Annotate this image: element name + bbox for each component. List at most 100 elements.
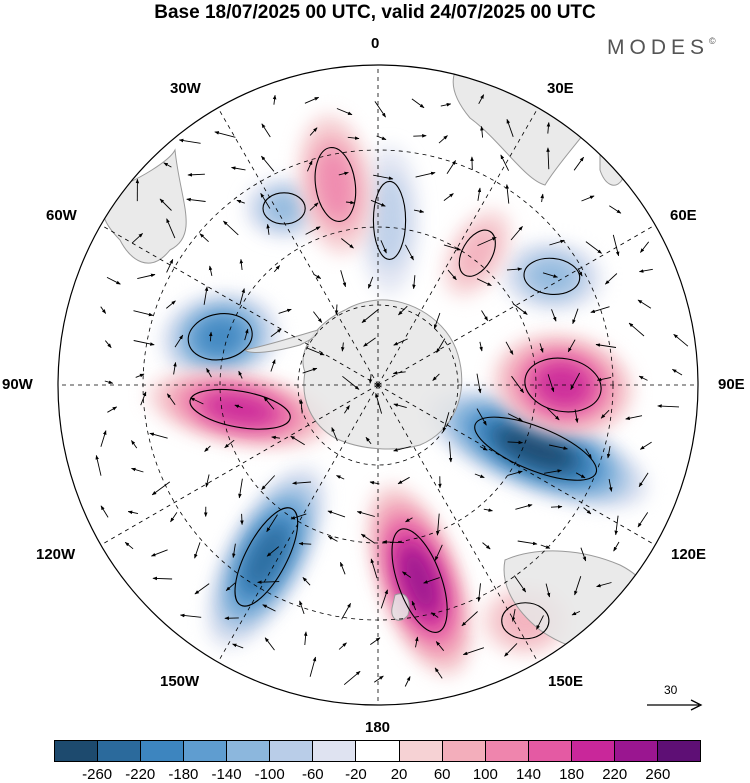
wind-arrow	[443, 193, 454, 201]
wind-arrow	[370, 199, 386, 207]
colorbar-swatch	[571, 741, 615, 761]
wind-arrow	[199, 233, 209, 243]
wind-arrow	[327, 510, 346, 518]
wind-arrow	[261, 475, 276, 491]
wind-arrow	[637, 299, 652, 309]
wind-arrow	[173, 361, 177, 375]
wind-arrow	[370, 637, 381, 645]
wind-arrow	[542, 272, 558, 278]
wind-arrow	[512, 303, 528, 315]
wind-arrow	[571, 610, 581, 616]
wind-arrow	[433, 312, 441, 330]
colorbar-tick-label: 60	[433, 766, 451, 783]
wind-arrow	[137, 273, 156, 280]
south-america-land	[102, 148, 187, 264]
colorbar-tick-label: 20	[390, 766, 408, 783]
wind-arrow	[262, 604, 276, 612]
brand-name: MODES	[607, 36, 710, 59]
wind-arrow	[304, 96, 320, 104]
wind-arrow	[133, 340, 155, 346]
colorbar-tick-label: 180	[559, 766, 585, 783]
anomaly-contours	[187, 146, 602, 640]
wind-arrow	[166, 300, 176, 309]
wind-arrow	[240, 513, 244, 526]
wind-arrow	[448, 441, 453, 463]
wind-arrow	[443, 244, 462, 251]
wind-arrow	[133, 310, 154, 317]
wind-arrow	[614, 515, 619, 536]
wind-arrow	[549, 444, 568, 450]
lon-label-150e: 150E	[548, 673, 584, 690]
wind-arrow	[613, 541, 620, 552]
wind-arrow	[414, 636, 419, 648]
lon-label-0: 0	[371, 35, 380, 52]
wind-arrow	[273, 265, 281, 273]
wind-arrow	[432, 373, 440, 381]
wind-arrow	[382, 540, 405, 544]
wind-arrow	[232, 643, 244, 649]
wind-arrow	[238, 370, 243, 379]
wind-arrow	[411, 98, 425, 109]
meridian-line	[100, 384, 379, 546]
wind-arrow	[373, 675, 384, 683]
wind-arrow	[131, 233, 143, 244]
colorbar-tick-label: -220	[125, 766, 156, 783]
wind-arrow	[302, 367, 318, 374]
wind-arrow	[264, 637, 275, 651]
wind-arrow	[440, 103, 452, 107]
lon-label-90w: 90W	[2, 376, 33, 393]
wind-arrow	[244, 328, 249, 341]
colorbar-swatch	[442, 741, 486, 761]
wind-arrow	[374, 101, 386, 118]
wind-arrow	[628, 322, 645, 337]
wind-arrow	[187, 173, 205, 177]
wind-arrow	[266, 223, 270, 235]
wind-arrow	[583, 507, 592, 515]
colorbar-swatch	[313, 741, 357, 761]
wind-arrow	[393, 446, 411, 452]
wind-arrow	[166, 258, 174, 273]
wind-arrow	[511, 375, 524, 394]
colorbar-swatch	[98, 741, 142, 761]
wind-arrow	[140, 391, 147, 406]
wind-arrow	[373, 174, 394, 180]
wind-arrow	[266, 514, 278, 533]
wind-arrow	[159, 198, 172, 211]
wind-arrow	[340, 270, 347, 288]
wind-arrow	[376, 135, 387, 141]
wind-arrow	[231, 166, 246, 171]
lon-label-120e: 120E	[671, 546, 707, 563]
wind-arrow	[405, 517, 413, 523]
wind-arrow	[446, 160, 456, 174]
wind-arrow	[368, 374, 373, 384]
wind-arrow	[205, 474, 210, 488]
wind-arrow	[442, 412, 450, 433]
wind-arrow	[434, 544, 443, 561]
wind-arrow	[100, 430, 107, 447]
wind-arrow	[507, 470, 523, 476]
wind-arrow	[483, 508, 493, 512]
meridian-line	[377, 224, 656, 386]
wind-arrow	[657, 404, 680, 408]
wind-arrow	[482, 542, 491, 550]
colorbar-tick-label: 100	[472, 766, 498, 783]
wind-arrow	[343, 670, 361, 686]
anomaly-level	[400, 547, 439, 615]
wind-arrow	[412, 275, 416, 290]
wind-arrow	[474, 473, 485, 479]
wind-arrow	[341, 342, 345, 352]
wind-arrow	[100, 306, 107, 314]
wind-arrow	[672, 368, 683, 376]
lon-label-120w: 120W	[36, 546, 76, 563]
meridian-line	[377, 384, 539, 663]
wind-arrow	[292, 481, 312, 485]
wind-arrow	[546, 122, 551, 134]
wind-arrow	[369, 481, 380, 485]
wind-arrow	[356, 510, 375, 517]
wind-arrow	[477, 236, 497, 247]
wind-arrow	[540, 193, 544, 203]
lon-label-90e: 90E	[718, 376, 745, 393]
wind-arrow	[170, 512, 178, 523]
lon-label-150w: 150W	[160, 673, 200, 690]
